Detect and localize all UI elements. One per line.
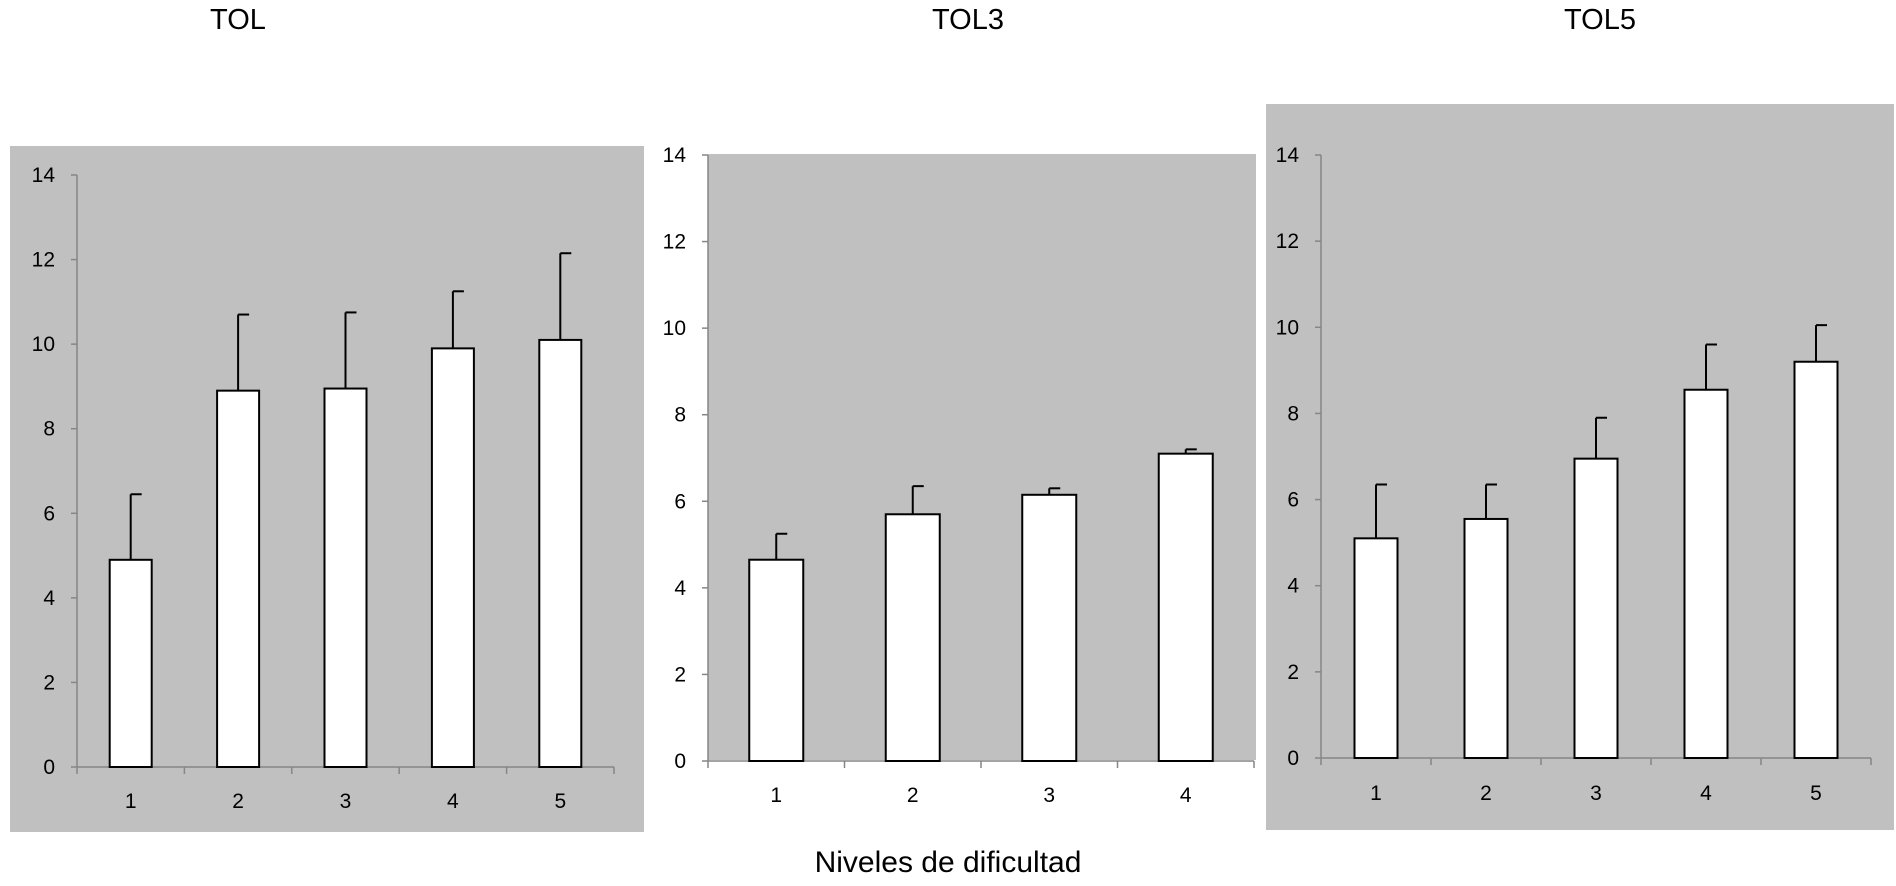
bar [884, 513, 941, 762]
y-tick-label: 2 [1287, 661, 1299, 684]
bar [1463, 517, 1509, 759]
y-tick-label: 10 [663, 317, 686, 340]
bar [1683, 388, 1729, 759]
y-tick-label: 2 [674, 663, 686, 686]
x-tick-label: 2 [907, 784, 919, 807]
bar [538, 338, 583, 768]
x-tick-label: 3 [340, 790, 352, 813]
x-tick-label: 4 [1700, 782, 1712, 805]
chart-title-tol: TOL [210, 4, 266, 36]
x-tick-label: 3 [1043, 784, 1055, 807]
x-axis-label: Niveles de dificultad [814, 846, 1082, 879]
y-tick-label: 6 [1287, 489, 1299, 512]
y-tick-label: 6 [43, 502, 55, 525]
bar [1021, 493, 1078, 762]
bar [1157, 452, 1214, 762]
x-tick-label: 1 [770, 784, 782, 807]
x-tick-label: 2 [232, 790, 244, 813]
y-tick-label: 12 [663, 231, 686, 254]
y-tick-label: 8 [43, 418, 55, 441]
y-tick-label: 12 [32, 249, 55, 272]
bar [323, 387, 368, 768]
y-tick-label: 2 [43, 671, 55, 694]
x-tick-label: 2 [1480, 782, 1492, 805]
bar [216, 389, 261, 768]
y-tick-label: 14 [32, 164, 56, 187]
y-tick-label: 0 [1287, 747, 1299, 770]
x-tick-label: 4 [447, 790, 459, 813]
y-tick-label: 0 [43, 756, 55, 779]
bar [748, 558, 805, 762]
chart-title-tol5: TOL5 [1563, 4, 1636, 36]
bar [1793, 360, 1839, 759]
y-tick-label: 10 [32, 333, 55, 356]
x-tick-label: 5 [1810, 782, 1822, 805]
y-tick-label: 6 [674, 490, 686, 513]
chart-title-tol3: TOL3 [931, 4, 1004, 36]
y-tick-label: 8 [674, 404, 686, 427]
y-tick-label: 14 [1276, 144, 1300, 167]
y-tick-label: 4 [1287, 575, 1299, 598]
bar [1573, 457, 1619, 759]
bar [108, 558, 153, 768]
y-tick-label: 12 [1276, 230, 1299, 253]
y-tick-label: 4 [674, 577, 686, 600]
x-tick-label: 3 [1590, 782, 1602, 805]
y-tick-label: 4 [43, 587, 55, 610]
y-tick-label: 8 [1287, 402, 1299, 425]
y-tick-label: 0 [674, 750, 686, 773]
bar [430, 347, 475, 768]
x-tick-label: 4 [1180, 784, 1192, 807]
y-tick-label: 14 [663, 144, 687, 167]
x-tick-label: 5 [554, 790, 566, 813]
y-tick-label: 10 [1276, 316, 1299, 339]
bar [1353, 537, 1399, 759]
x-tick-label: 1 [1370, 782, 1382, 805]
x-tick-label: 1 [125, 790, 137, 813]
